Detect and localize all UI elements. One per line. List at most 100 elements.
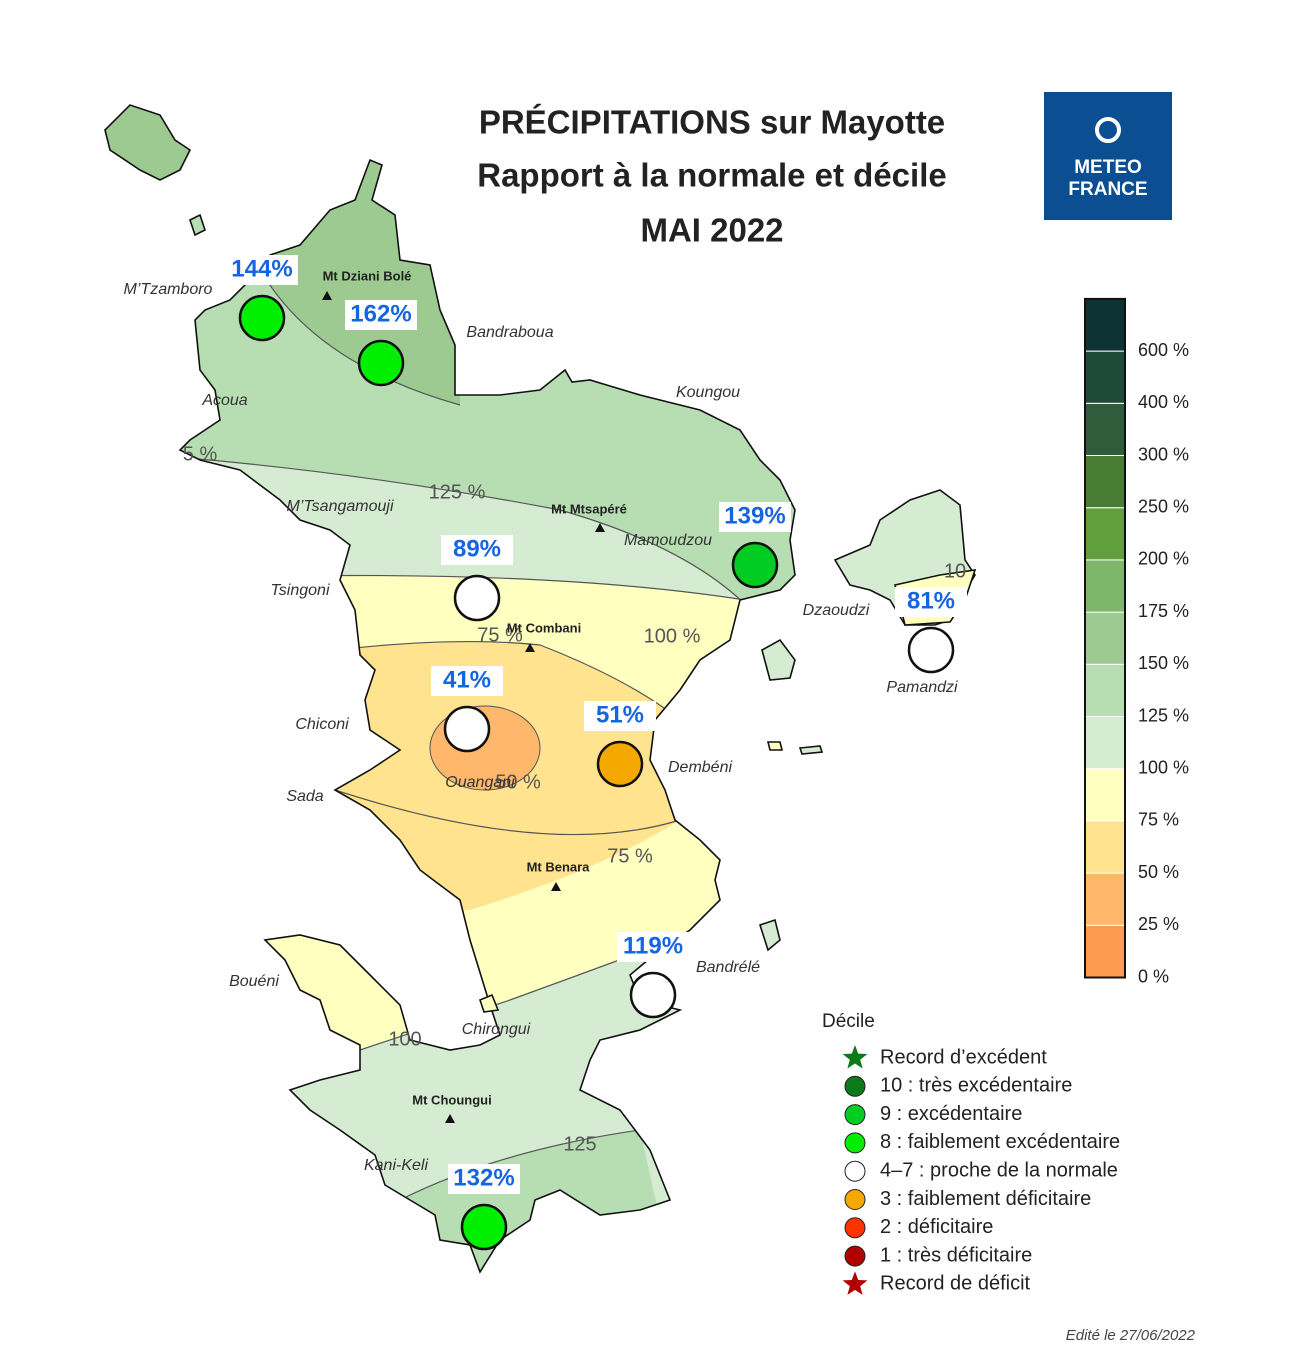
station-value: 162% (350, 300, 411, 327)
colorbar-band (1084, 768, 1126, 822)
station-label-box (345, 300, 417, 330)
mountain-marker (445, 1114, 455, 1123)
legend-label: Record d’excédent (880, 1046, 1047, 1068)
station-marker (596, 740, 644, 788)
colorbar-band (1084, 611, 1126, 665)
colorbar-frame (1084, 297, 1126, 979)
place-name: Bandrélé (696, 959, 760, 976)
mountain-marker (322, 291, 332, 300)
colorbar-label: 400 % (1138, 392, 1189, 412)
colorbar-label: 250 % (1138, 496, 1189, 516)
place-name: Acoua (201, 392, 247, 409)
legend-label: 10 : très excédentaire (880, 1075, 1072, 1097)
colorbar-label: 100 % (1138, 757, 1189, 777)
contour-label: 75 % (607, 845, 653, 867)
place-name: Bouéni (229, 973, 279, 990)
legend-circle (844, 1075, 866, 1097)
title: Rapport à la normale et décile (477, 157, 946, 194)
colorbar-band (1084, 924, 1126, 978)
colorbar-band (1084, 507, 1126, 561)
station-label-box (584, 701, 656, 731)
place-name: Bandraboua (466, 324, 553, 341)
legend-label: Record de déficit (880, 1273, 1031, 1295)
station-value: 41% (443, 666, 491, 693)
place-name: Sada (286, 788, 323, 805)
contour-label: 125 % (429, 481, 486, 503)
colorbar-label: 125 % (1138, 705, 1189, 725)
contour-label: 5 % (183, 443, 218, 465)
station-marker (238, 294, 286, 342)
colorbar-band (1084, 872, 1126, 926)
footer: Edité le 27/06/2022 (1066, 1327, 1196, 1344)
colorbar-band (1084, 350, 1126, 404)
colorbar-label: 25 % (1138, 914, 1179, 934)
station-marker (629, 971, 677, 1019)
station-value: 51% (596, 701, 644, 728)
place-name: Kani-Keli (364, 1157, 428, 1174)
station-marker (453, 574, 501, 622)
station-marker (443, 705, 491, 753)
colorbar-band (1084, 402, 1126, 456)
colorbar-band (1084, 559, 1126, 613)
place-name: Ouangani (445, 774, 515, 791)
mountain-name: Mt Benara (527, 859, 591, 874)
mountain-marker (525, 643, 535, 652)
station-value: 132% (453, 1164, 514, 1191)
station-value: 89% (453, 535, 501, 562)
colorbar-label: 0 % (1138, 966, 1169, 986)
legend-label: 3 : faiblement déficitaire (880, 1188, 1091, 1210)
contour-label: 100 (388, 1028, 421, 1050)
place-name: Dembéni (668, 759, 732, 776)
place-name: Chiconi (295, 716, 349, 733)
place-name: M’Tsangamouji (286, 498, 393, 515)
station-marker (907, 626, 955, 674)
legend-label: 4–7 : proche de la normale (880, 1159, 1118, 1181)
mountain-name: Mt Mtsapéré (551, 501, 627, 516)
colorbar-label: 200 % (1138, 549, 1189, 569)
contour-label: 50 % (495, 771, 541, 793)
mountain-name: Mt Combani (507, 620, 581, 635)
legend-circle (844, 1160, 866, 1182)
legend-circle (844, 1104, 866, 1126)
colorbar-label: 75 % (1138, 810, 1179, 830)
colorbar-band (1084, 716, 1126, 770)
colorbar-label: 300 % (1138, 444, 1189, 464)
mountain-name: Mt Dziani Bolé (323, 268, 412, 283)
contour-label: 100 % (644, 625, 701, 647)
legend-star (842, 1045, 868, 1069)
station-marker (731, 541, 779, 589)
mountain-name: Mt Choungui (412, 1092, 491, 1107)
colorbar-label: 175 % (1138, 601, 1189, 621)
station-label-box (441, 535, 513, 565)
station-value: 144% (231, 255, 292, 282)
station-label-box (448, 1164, 520, 1194)
colorbar-band (1084, 298, 1126, 352)
station-value: 139% (724, 502, 785, 529)
title: PRÉCIPITATIONS sur Mayotte (479, 104, 945, 141)
legend-star (842, 1271, 868, 1295)
legend-circle (844, 1189, 866, 1210)
colorbar-label: 50 % (1138, 862, 1179, 882)
station-value: 119% (623, 932, 683, 959)
legend-label: 9 : excédentaire (880, 1103, 1022, 1125)
colorbar-band (1084, 820, 1126, 874)
place-name: Dzaoudzi (803, 602, 870, 619)
place-name: Chirongui (462, 1021, 531, 1038)
legend-circle (844, 1217, 866, 1239)
station-label-box (895, 587, 967, 617)
place-name: M’Tzamboro (124, 281, 213, 298)
legend-title: Décile (822, 1011, 875, 1032)
place-name: Tsingoni (270, 582, 329, 599)
place-name: Mamoudzou (624, 532, 712, 549)
colorbar-band (1084, 455, 1126, 509)
legend-circle (844, 1245, 866, 1267)
logo-text: FRANCE (1068, 179, 1147, 200)
station-label-box (617, 932, 689, 962)
station-label-box (719, 502, 791, 532)
colorbar-band (1084, 663, 1126, 717)
mountain-marker (595, 523, 605, 532)
station-marker (460, 1203, 508, 1251)
contour-label: 75 % (477, 624, 523, 646)
logo-text: METEO (1074, 157, 1142, 178)
